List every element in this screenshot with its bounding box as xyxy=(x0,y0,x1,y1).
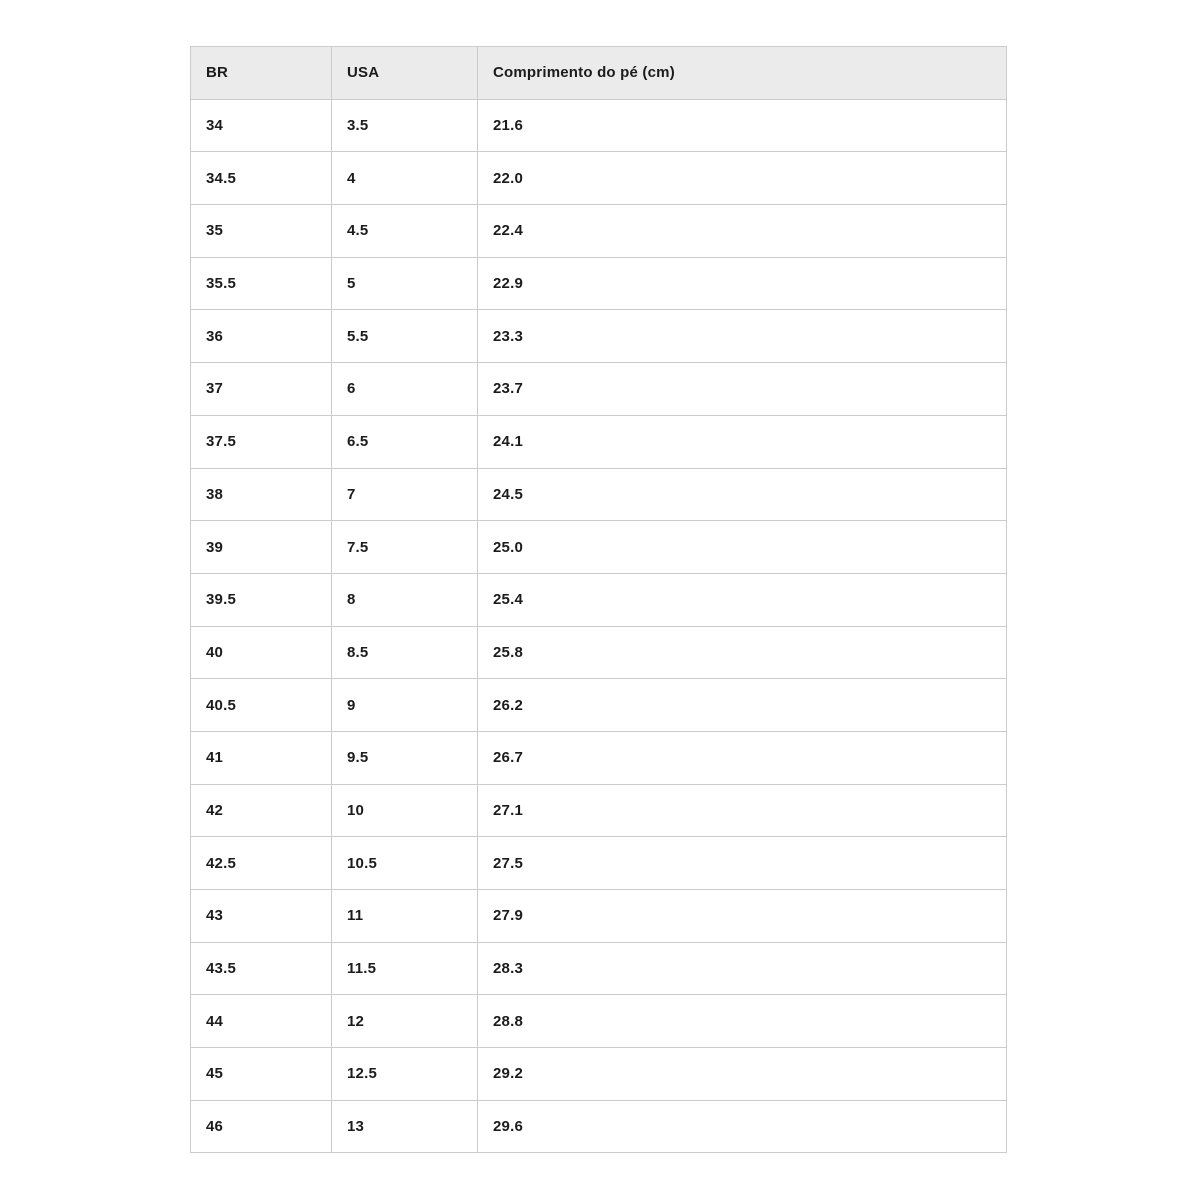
table-cell: 27.9 xyxy=(477,889,1007,943)
table-cell: 42.5 xyxy=(190,836,332,890)
column-header-foot-length-cm: Comprimento do pé (cm) xyxy=(477,46,1007,100)
table-cell: 37 xyxy=(190,362,332,416)
table-row: 39 7.5 25.0 xyxy=(190,520,1007,574)
table-cell: 46 xyxy=(190,1099,332,1154)
table-cell: 27.5 xyxy=(477,836,1007,890)
table-row: 38 7 24.5 xyxy=(190,467,1007,522)
table-cell: 40.5 xyxy=(190,678,332,732)
table-cell: 10 xyxy=(331,783,478,838)
table-row: 41 9.5 26.7 xyxy=(190,730,1007,785)
table-cell: 23.7 xyxy=(477,362,1007,416)
table-cell: 9 xyxy=(331,678,478,732)
table-cell: 9.5 xyxy=(331,730,478,785)
table-cell: 28.3 xyxy=(477,941,1007,996)
table-row: 35.5 5 22.9 xyxy=(190,256,1007,311)
size-conversion-table: BR USA Comprimento do pé (cm) 34 3.5 21.6 34.… xyxy=(190,46,1007,1154)
table-row: 42 10 27.1 xyxy=(190,783,1007,838)
table-cell: 23.3 xyxy=(477,309,1007,364)
table-cell: 45 xyxy=(190,1047,332,1101)
table-row: 36 5.5 23.3 xyxy=(190,309,1007,364)
table-cell: 4 xyxy=(331,151,478,206)
table-row: 37.5 6.5 24.1 xyxy=(190,414,1007,469)
table-cell: 28.8 xyxy=(477,994,1007,1049)
table-cell: 40 xyxy=(190,625,332,680)
table-cell: 7 xyxy=(331,467,478,522)
table-cell: 6 xyxy=(331,362,478,416)
table-cell: 11 xyxy=(331,889,478,943)
table-cell: 10.5 xyxy=(331,836,478,890)
table-cell: 25.4 xyxy=(477,572,1007,627)
table-row: 44 12 28.8 xyxy=(190,994,1007,1049)
table-cell: 29.6 xyxy=(477,1099,1007,1154)
table-cell: 22.9 xyxy=(477,256,1007,311)
table-cell: 25.0 xyxy=(477,520,1007,574)
table-cell: 27.1 xyxy=(477,783,1007,838)
table-cell: 36 xyxy=(190,309,332,364)
table-row: 39.5 8 25.4 xyxy=(190,572,1007,627)
table-cell: 13 xyxy=(331,1099,478,1154)
table-row: 35 4.5 22.4 xyxy=(190,204,1007,258)
column-header-br: BR xyxy=(190,46,332,100)
table-cell: 8.5 xyxy=(331,625,478,680)
table-cell: 26.7 xyxy=(477,730,1007,785)
table-row: 42.5 10.5 27.5 xyxy=(190,836,1007,890)
table-cell: 12.5 xyxy=(331,1047,478,1101)
table-cell: 12 xyxy=(331,994,478,1049)
table-cell: 34 xyxy=(190,98,332,153)
table-cell: 38 xyxy=(190,467,332,522)
table-cell: 43 xyxy=(190,889,332,943)
table-row: 37 6 23.7 xyxy=(190,362,1007,416)
table-cell: 41 xyxy=(190,730,332,785)
table-cell: 34.5 xyxy=(190,151,332,206)
table-cell: 35.5 xyxy=(190,256,332,311)
table-cell: 29.2 xyxy=(477,1047,1007,1101)
table-cell: 4.5 xyxy=(331,204,478,258)
table-cell: 7.5 xyxy=(331,520,478,574)
table-cell: 11.5 xyxy=(331,941,478,996)
table-cell: 22.4 xyxy=(477,204,1007,258)
table-cell: 25.8 xyxy=(477,625,1007,680)
table-cell: 5.5 xyxy=(331,309,478,364)
table-cell: 43.5 xyxy=(190,941,332,996)
table-row: 34 3.5 21.6 xyxy=(190,98,1007,153)
table-cell: 42 xyxy=(190,783,332,838)
table-cell: 35 xyxy=(190,204,332,258)
table-row: 34.5 4 22.0 xyxy=(190,151,1007,206)
table-cell: 22.0 xyxy=(477,151,1007,206)
column-header-usa: USA xyxy=(331,46,478,100)
table-cell: 8 xyxy=(331,572,478,627)
table-cell: 26.2 xyxy=(477,678,1007,732)
table-cell: 37.5 xyxy=(190,414,332,469)
table-cell: 5 xyxy=(331,256,478,311)
table-row: 46 13 29.6 xyxy=(190,1099,1007,1154)
table-cell: 24.5 xyxy=(477,467,1007,522)
table-row: 43 11 27.9 xyxy=(190,889,1007,943)
table-cell: 6.5 xyxy=(331,414,478,469)
table-row: 40 8.5 25.8 xyxy=(190,625,1007,680)
table-cell: 39 xyxy=(190,520,332,574)
table-row: 40.5 9 26.2 xyxy=(190,678,1007,732)
table-cell: 21.6 xyxy=(477,98,1007,153)
table-cell: 39.5 xyxy=(190,572,332,627)
table-cell: 3.5 xyxy=(331,98,478,153)
header-row: BR USA Comprimento do pé (cm) xyxy=(190,46,1007,100)
table-row: 43.5 11.5 28.3 xyxy=(190,941,1007,996)
table-body: 34 3.5 21.6 34.5 4 22.0 35 4.5 22.4 35.5 5 22.9 36 5.… xyxy=(190,98,1007,1154)
table-cell: 44 xyxy=(190,994,332,1049)
table-row: 45 12.5 29.2 xyxy=(190,1047,1007,1101)
table-cell: 24.1 xyxy=(477,414,1007,469)
